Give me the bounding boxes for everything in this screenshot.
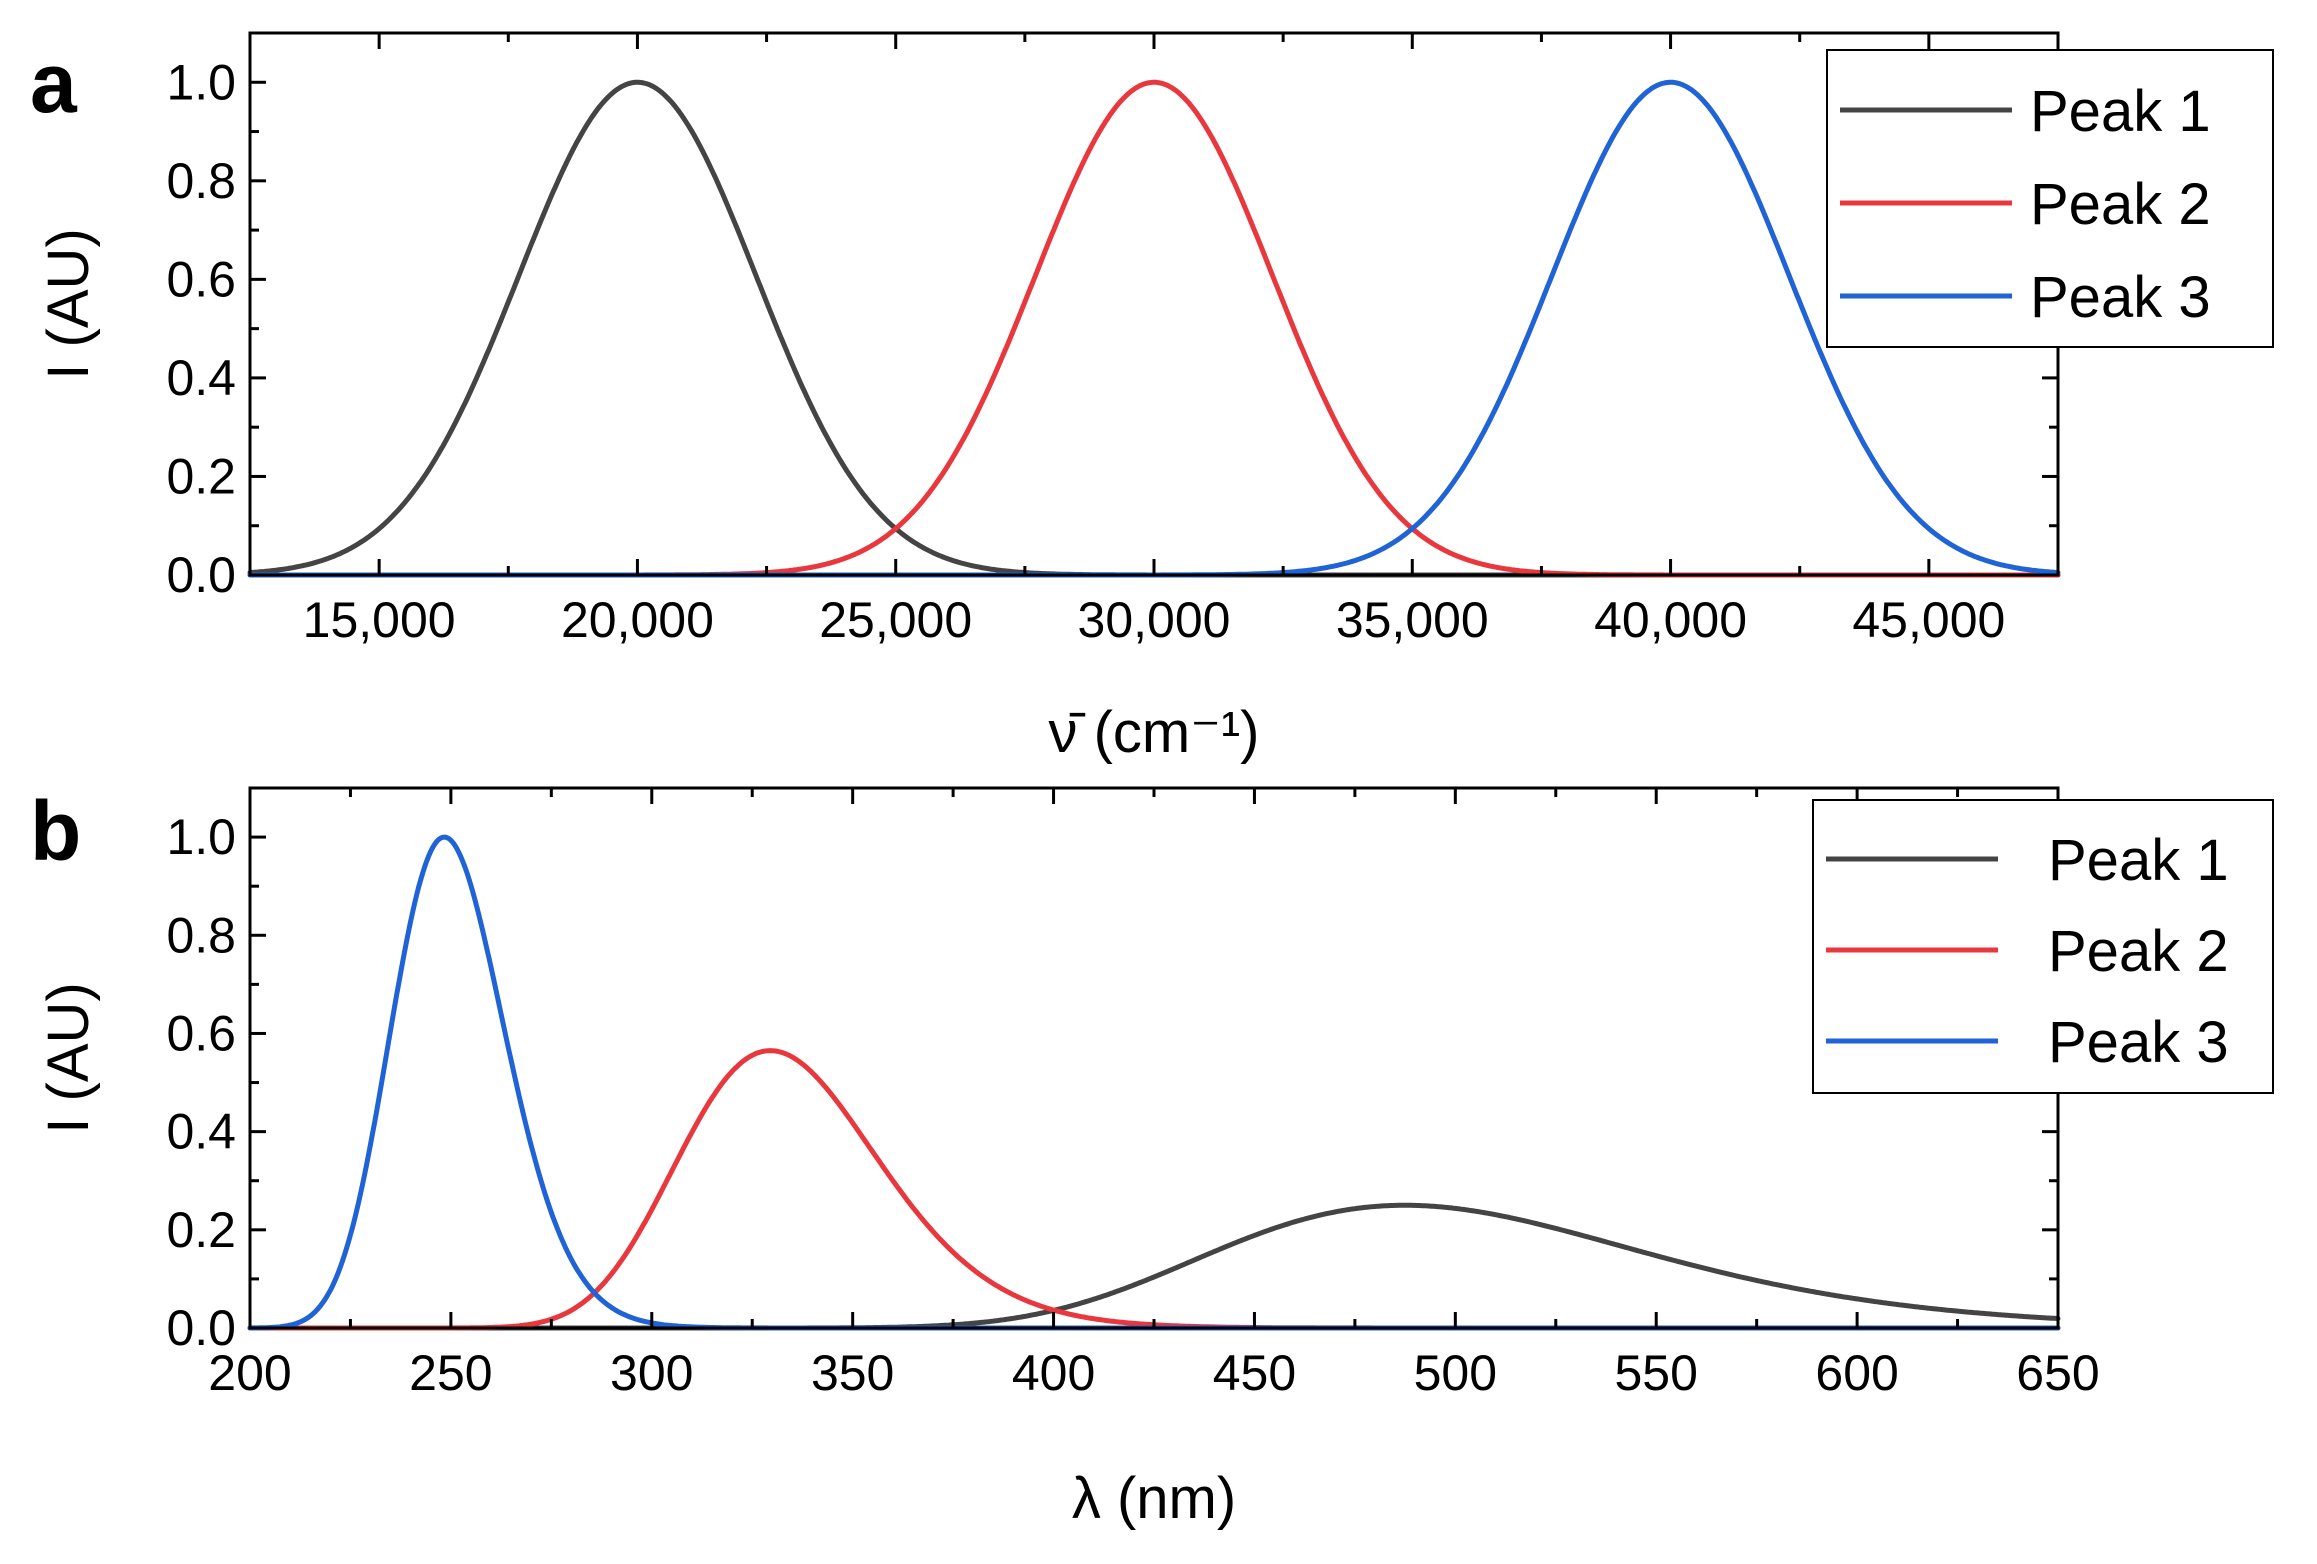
panel-b-legend-box — [1812, 799, 2274, 1094]
panel-b-frame — [248, 786, 2060, 1330]
legend-label-peak-1: Peak 1 — [2030, 79, 2211, 144]
legend-label-peak-1: Peak 1 — [2048, 828, 2229, 893]
panel-b-xlabel: λ (nm) — [1072, 1466, 1236, 1531]
y-tick-label: 0.2 — [166, 448, 236, 504]
y-tick-label: 0.6 — [166, 1005, 236, 1061]
x-tick-label: 40,000 — [1594, 592, 1747, 648]
legend-label-peak-2: Peak 2 — [2030, 172, 2211, 237]
x-tick-label: 600 — [1815, 1345, 1898, 1401]
x-tick-label: 450 — [1213, 1345, 1296, 1401]
panel-a-legend: Peak 1 Peak 2 Peak 3 — [1826, 49, 2274, 348]
panel-b: b 200 250 300 350 400 450 500 550 600 650 0.0 0.2 0.… — [30, 784, 2274, 1531]
panel-a-curves — [247, 79, 2061, 578]
x-tick-label: 30,000 — [1078, 592, 1231, 648]
x-tick-label: 550 — [1615, 1345, 1698, 1401]
y-tick-label: 0.8 — [166, 153, 236, 209]
y-tick-label: 0.2 — [166, 1202, 236, 1258]
series-line-peak-2 — [247, 79, 2061, 578]
x-tick-label: 350 — [811, 1345, 894, 1401]
x-tick-label: 650 — [2016, 1345, 2099, 1401]
x-tick-label: 300 — [610, 1345, 693, 1401]
y-tick-label: 0.4 — [166, 1104, 236, 1160]
legend-label-peak-3: Peak 3 — [2048, 1010, 2229, 1075]
x-tick-label: 500 — [1414, 1345, 1497, 1401]
x-tick-label: 400 — [1012, 1345, 1095, 1401]
x-tick-label: 45,000 — [1852, 592, 2005, 648]
x-tick-label: 20,000 — [561, 592, 714, 648]
x-tick-label: 250 — [409, 1345, 492, 1401]
legend-label-peak-3: Peak 3 — [2030, 265, 2211, 330]
panel-a-xlabel: ν̄ (cm⁻¹) — [1049, 700, 1260, 765]
x-tick-label: 25,000 — [819, 592, 972, 648]
y-tick-label: 0.8 — [166, 907, 236, 963]
y-tick-label: 0.0 — [166, 1300, 236, 1356]
panel-b-curves — [247, 834, 2061, 1331]
panel-a-ylabel: I (AU) — [36, 228, 101, 379]
y-tick-label: 0.6 — [166, 251, 236, 307]
series-line-peak-3 — [247, 834, 2061, 1331]
panel-a: a 15,000 20,000 25,000 30,000 35,000 40,000 45… — [30, 31, 2274, 765]
panel-b-letter: b — [30, 784, 81, 878]
y-tick-label: 0.4 — [166, 350, 236, 406]
x-tick-label: 200 — [208, 1345, 291, 1401]
panel-b-ticks: 200 250 300 350 400 450 500 550 600 650 0.0 0.2 0.4 0… — [166, 786, 2100, 1401]
legend-label-peak-2: Peak 2 — [2048, 919, 2229, 984]
series-line-peak-3 — [247, 79, 2061, 578]
panel-a-ticks: 15,000 20,000 25,000 30,000 35,000 40,000 45,0… — [166, 31, 2060, 648]
panel-a-frame — [248, 31, 2060, 577]
x-tick-label: 15,000 — [303, 592, 456, 648]
x-tick-label: 35,000 — [1336, 592, 1489, 648]
y-tick-label: 1.0 — [166, 54, 236, 110]
series-line-peak-1 — [247, 1202, 2061, 1331]
series-line-peak-1 — [247, 79, 2061, 578]
panel-a-letter: a — [30, 36, 78, 130]
y-tick-label: 1.0 — [166, 809, 236, 865]
y-tick-label: 0.0 — [166, 547, 236, 603]
panel-b-legend: Peak 1 Peak 2 Peak 3 — [1812, 799, 2274, 1094]
panel-b-ylabel: I (AU) — [36, 982, 101, 1133]
